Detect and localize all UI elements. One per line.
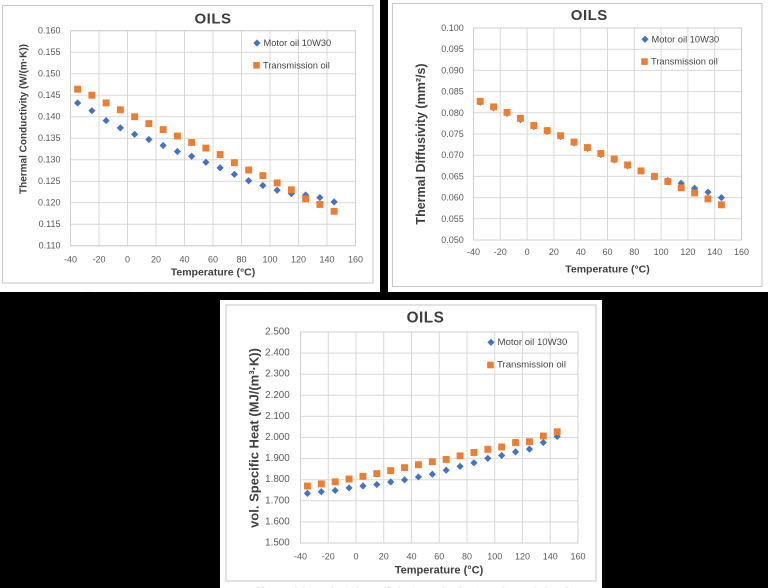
svg-text:40: 40: [406, 552, 416, 562]
svg-text:2.400: 2.400: [265, 348, 290, 359]
svg-text:160: 160: [734, 247, 749, 257]
svg-text:0.160: 0.160: [38, 26, 61, 36]
svg-text:0.090: 0.090: [441, 65, 464, 75]
svg-text:40: 40: [576, 247, 586, 257]
svg-text:60: 60: [602, 247, 612, 257]
svg-text:20: 20: [379, 552, 389, 562]
svg-text:140: 140: [543, 552, 558, 562]
svg-text:0.140: 0.140: [38, 112, 61, 122]
svg-text:-40: -40: [467, 247, 480, 257]
svg-text:Thermal Conductivity (W/(m·K)): Thermal Conductivity (W/(m·K)): [19, 44, 30, 194]
svg-text:0.150: 0.150: [38, 69, 61, 79]
svg-text:0.145: 0.145: [38, 90, 61, 100]
svg-text:0.135: 0.135: [38, 133, 61, 143]
svg-text:120: 120: [291, 255, 306, 265]
svg-text:0.100: 0.100: [441, 23, 464, 33]
svg-text:0.120: 0.120: [38, 198, 61, 208]
svg-text:0.130: 0.130: [38, 155, 61, 165]
svg-text:Motor oil 10W30: Motor oil 10W30: [498, 337, 568, 348]
svg-text:2.500: 2.500: [265, 327, 290, 338]
svg-text:2.000: 2.000: [265, 432, 290, 443]
svg-text:0: 0: [125, 255, 130, 265]
svg-text:0.075: 0.075: [441, 129, 464, 139]
svg-text:Motor oil 10W30: Motor oil 10W30: [652, 34, 720, 44]
svg-text:0.085: 0.085: [441, 87, 464, 97]
svg-text:60: 60: [434, 552, 444, 562]
svg-text:0: 0: [525, 247, 530, 257]
svg-text:140: 140: [707, 247, 722, 257]
svg-text:60: 60: [208, 255, 218, 265]
svg-text:100: 100: [654, 247, 669, 257]
svg-text:OILS: OILS: [407, 310, 445, 327]
svg-text:120: 120: [515, 552, 530, 562]
svg-text:Temperature (°C): Temperature (°C): [395, 564, 484, 576]
svg-text:1.900: 1.900: [265, 453, 290, 464]
svg-text:2.300: 2.300: [265, 369, 290, 380]
svg-text:1.700: 1.700: [265, 495, 290, 506]
svg-text:-20: -20: [494, 247, 507, 257]
svg-text:140: 140: [319, 255, 334, 265]
svg-text:120: 120: [680, 247, 695, 257]
svg-text:0.070: 0.070: [441, 150, 464, 160]
svg-text:-40: -40: [294, 552, 307, 562]
svg-text:80: 80: [236, 255, 246, 265]
svg-text:1.600: 1.600: [265, 516, 290, 527]
svg-text:0.115: 0.115: [39, 219, 61, 229]
svg-text:0.080: 0.080: [441, 108, 464, 118]
svg-text:40: 40: [179, 255, 189, 265]
svg-text:160: 160: [348, 255, 363, 265]
svg-text:0.060: 0.060: [441, 193, 464, 203]
svg-text:-20: -20: [322, 552, 335, 562]
svg-text:20: 20: [151, 255, 161, 265]
svg-text:Temperature (°C): Temperature (°C): [565, 264, 650, 276]
svg-text:1.500: 1.500: [265, 538, 290, 549]
svg-text:160: 160: [570, 552, 585, 562]
svg-text:0.095: 0.095: [441, 44, 464, 54]
svg-text:Motor oil 10W30: Motor oil 10W30: [264, 38, 332, 48]
svg-text:0: 0: [353, 552, 358, 562]
svg-text:Transmission oil: Transmission oil: [651, 57, 718, 67]
svg-text:80: 80: [462, 552, 472, 562]
svg-text:20: 20: [549, 247, 559, 257]
svg-text:2.100: 2.100: [265, 411, 290, 422]
svg-text:1.800: 1.800: [265, 474, 290, 485]
svg-text:-40: -40: [64, 255, 77, 265]
svg-text:0.155: 0.155: [38, 47, 61, 57]
svg-text:0.125: 0.125: [38, 176, 61, 186]
svg-text:100: 100: [262, 255, 277, 265]
svg-text:vol. Specific Heat (MJ/(m³·K)): vol. Specific Heat (MJ/(m³·K)): [247, 348, 262, 528]
svg-text:0.065: 0.065: [441, 171, 464, 181]
svg-text:Transmission oil: Transmission oil: [263, 60, 330, 70]
svg-text:80: 80: [629, 247, 639, 257]
svg-text:Temperature (°C): Temperature (°C): [171, 267, 256, 279]
svg-text:OILS: OILS: [194, 11, 231, 28]
svg-text:OILS: OILS: [571, 7, 608, 24]
svg-text:0.050: 0.050: [441, 235, 464, 245]
svg-text:100: 100: [487, 552, 502, 562]
svg-text:0.110: 0.110: [39, 241, 61, 251]
svg-text:0.055: 0.055: [441, 214, 464, 224]
svg-text:Thermal Diffusivity (mm²/s): Thermal Diffusivity (mm²/s): [414, 63, 428, 224]
svg-text:Transmission oil: Transmission oil: [497, 360, 566, 371]
svg-text:2.200: 2.200: [265, 390, 290, 401]
svg-text:-20: -20: [92, 255, 105, 265]
